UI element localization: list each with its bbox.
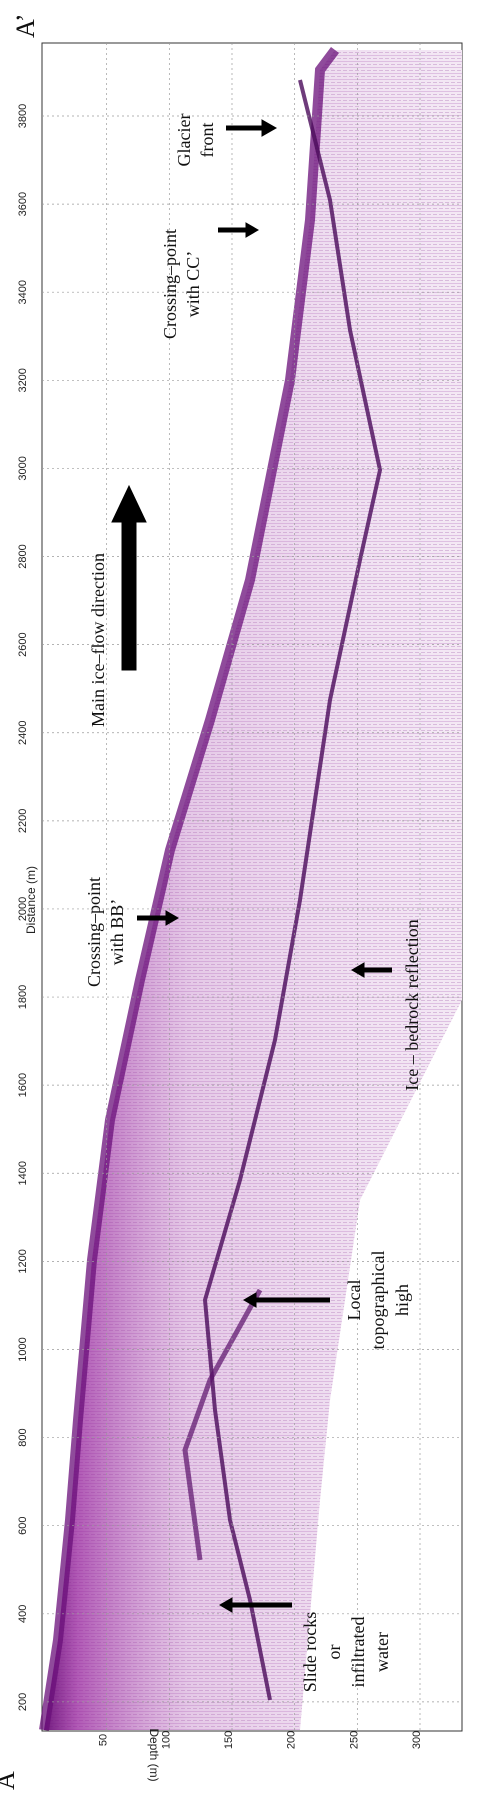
svg-text:high: high <box>392 1284 412 1316</box>
svg-text:front: front <box>197 123 217 158</box>
distance-tick-label: 2200 <box>17 809 29 833</box>
depth-tick-label: 50 <box>98 1734 110 1746</box>
depth-tick-label: 100 <box>160 1731 172 1749</box>
annotation-crossing-bb: Crossing–point with BB’ <box>84 877 127 987</box>
distance-tick-label: 1400 <box>17 1161 29 1185</box>
profile-end-label: A’ <box>11 13 40 38</box>
distance-tick-label: 3000 <box>17 456 29 480</box>
depth-tick-label: 200 <box>286 1731 298 1749</box>
distance-tick-label: 400 <box>17 1605 29 1623</box>
distance-tick-label: 3200 <box>17 368 29 392</box>
annotation-local-high: Local topographical high <box>344 1251 412 1350</box>
svg-text:water: water <box>372 1632 392 1672</box>
distance-tick-label: 2400 <box>17 720 29 744</box>
glacier-front-arrow <box>226 119 278 137</box>
distance-tick-label: 1200 <box>17 1249 29 1273</box>
ice-bedrock-reflection-line <box>202 79 383 1701</box>
svg-text:Main ice–flow direction: Main ice–flow direction <box>88 553 108 727</box>
surface-reflection <box>39 47 339 1731</box>
distance-tick-label: 3400 <box>17 280 29 304</box>
svg-text:Local: Local <box>344 1280 364 1321</box>
annotation-slide-rocks: Slide rocks or infiltrated water <box>300 1612 392 1693</box>
annotation-arrows <box>111 119 392 1613</box>
distance-tick-label: 2800 <box>17 544 29 568</box>
depth-tick-label: 300 <box>411 1731 423 1749</box>
svg-text:or: or <box>324 1645 344 1660</box>
distance-axis-label: Distance (m) <box>24 866 38 934</box>
svg-text:Ice – bedrock reflection: Ice – bedrock reflection <box>402 919 422 1090</box>
distance-tick-label: 1800 <box>17 985 29 1009</box>
distance-tick-label: 2600 <box>17 632 29 656</box>
distance-tick-label: 1000 <box>17 1337 29 1361</box>
grid <box>42 43 462 1731</box>
distance-tick-label: 3800 <box>17 104 29 128</box>
local-high-reflector <box>182 1288 263 1561</box>
local-high-arrow <box>243 1292 330 1308</box>
svg-text:with BB’: with BB’ <box>107 899 127 966</box>
bedrock-arrow <box>351 962 392 978</box>
slide-rocks-arrow <box>219 1597 292 1613</box>
depth-axis-label: Depth (m) <box>147 1728 161 1781</box>
svg-text:with CC’: with CC’ <box>183 251 203 318</box>
crossing-bb-arrow <box>137 910 179 926</box>
distance-tick-label: 800 <box>17 1428 29 1446</box>
annotation-glacier-front: Glacier front <box>174 114 217 167</box>
svg-text:Glacier: Glacier <box>174 114 194 167</box>
distance-tick-label: 2000 <box>17 897 29 921</box>
distance-tick-label: 600 <box>17 1517 29 1535</box>
annotation-crossing-cc: Crossing–point with CC’ <box>160 229 203 339</box>
crossing-cc-arrow <box>218 222 259 238</box>
depth-axis: 50 100 150 200 250 300 <box>98 1731 423 1749</box>
profile-start-label: A <box>0 1771 20 1790</box>
depth-tick-label: 150 <box>223 1731 235 1749</box>
distance-tick-label: 1600 <box>17 1073 29 1097</box>
depth-tick-label: 250 <box>348 1731 360 1749</box>
distance-axis: 200 400 600 800 1000 1200 1400 1600 1800 2000 2200… <box>17 104 29 1711</box>
svg-text:Crossing–point: Crossing–point <box>84 877 104 987</box>
annotation-bedrock: Ice – bedrock reflection <box>402 919 422 1090</box>
annotation-ice-flow: Main ice–flow direction <box>88 553 108 727</box>
distance-tick-label: 200 <box>17 1693 29 1711</box>
svg-text:Slide rocks: Slide rocks <box>300 1612 320 1693</box>
ice-flow-direction-arrow <box>111 484 147 671</box>
svg-text:topographical: topographical <box>368 1251 388 1350</box>
svg-text:infiltrated: infiltrated <box>348 1617 368 1688</box>
distance-tick-label: 3600 <box>17 192 29 216</box>
svg-text:Crossing–point: Crossing–point <box>160 229 180 339</box>
